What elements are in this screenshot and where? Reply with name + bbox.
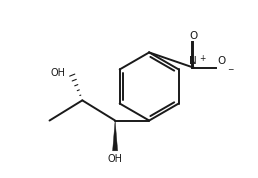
Polygon shape xyxy=(112,121,118,151)
Text: OH: OH xyxy=(108,154,123,164)
Text: O: O xyxy=(190,31,198,41)
Text: −: − xyxy=(227,66,233,75)
Text: O: O xyxy=(217,56,225,66)
Text: +: + xyxy=(199,54,205,63)
Text: N: N xyxy=(189,56,197,66)
Text: OH: OH xyxy=(50,68,65,78)
